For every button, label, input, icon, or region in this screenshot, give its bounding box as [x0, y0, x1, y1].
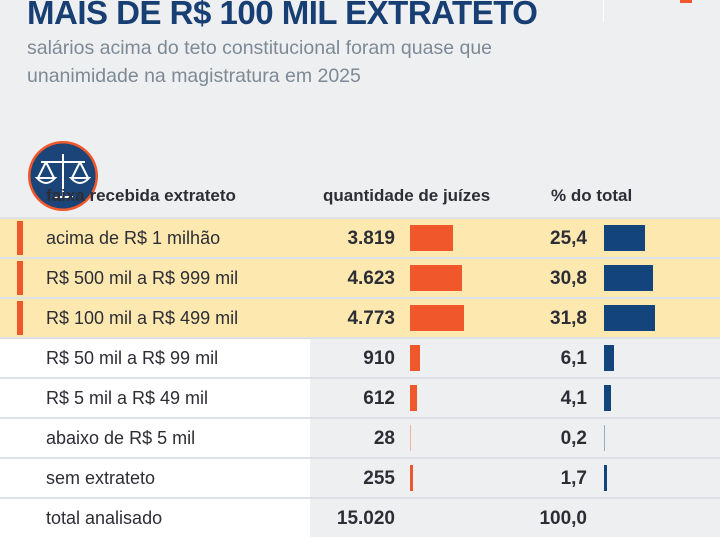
table-row: R$ 50 mil a R$ 99 mil 910 6,1: [0, 337, 720, 377]
table-row: abaixo de R$ 5 mil 28 0,2: [0, 417, 720, 457]
qty-label: 3.819: [347, 228, 395, 249]
subtitle: salários acima do teto constitucional fo…: [27, 37, 493, 87]
column-header-quantidade: quantidade de juízes: [323, 186, 491, 205]
highlight-marker: [17, 221, 23, 255]
pct-label: 6,1: [560, 348, 587, 369]
qty-bar: [410, 345, 421, 371]
pct-bar: [604, 305, 655, 331]
qty-bar: [410, 305, 464, 331]
pct-bar: [604, 225, 645, 251]
pct-label: 31,8: [550, 308, 587, 329]
pct-bar: [604, 465, 607, 491]
qty-label: 612: [363, 388, 395, 409]
highlight-marker: [17, 301, 23, 335]
brand-mark: [680, 0, 692, 3]
row-label: abaixo de R$ 5 mil: [46, 428, 196, 448]
qty-label: 255: [363, 468, 395, 489]
qty-bar: [410, 465, 413, 491]
pct-bar: [604, 425, 605, 451]
pct-label: 25,4: [550, 228, 587, 249]
pct-bar: [604, 385, 611, 411]
qty-label: 910: [363, 348, 395, 369]
row-label: sem extrateto: [46, 468, 156, 488]
pct-label: 1,7: [560, 468, 587, 489]
scales-of-justice-icon: [28, 141, 98, 211]
pct-bar: [604, 345, 614, 371]
row-label: R$ 5 mil a R$ 49 mil: [46, 388, 209, 408]
table-row: R$ 5 mil a R$ 49 mil 612 4,1: [0, 377, 720, 417]
pct-label: 4,1: [560, 388, 587, 409]
pct-label: 30,8: [550, 268, 587, 289]
row-background: [0, 339, 310, 377]
column-header-faixa: faixa recebida extrateto: [46, 186, 236, 205]
row-label: R$ 500 mil a R$ 999 mil: [46, 268, 239, 288]
total-qty: 15.020: [336, 508, 395, 529]
page-title: MAIS DE R$ 100 MIL EXTRATETO: [27, 0, 538, 31]
table-row: sem extrateto 255 1,7: [0, 457, 720, 497]
column-header-percent: % do total: [551, 186, 633, 205]
total-pct: 100,0: [539, 508, 587, 529]
pct-label: 0,2: [560, 428, 587, 449]
table-row: R$ 100 mil a R$ 499 mil 4.773 31,8: [0, 297, 720, 337]
row-label: R$ 100 mil a R$ 499 mil: [46, 308, 239, 328]
qty-label: 4.623: [347, 268, 395, 289]
total-label: total analisado: [46, 508, 163, 528]
highlight-marker: [17, 261, 23, 295]
row-background: [0, 419, 310, 457]
row-background: [0, 379, 310, 417]
row-label: R$ 50 mil a R$ 99 mil: [46, 348, 219, 368]
table-row: acima de R$ 1 milhão 3.819 25,4: [0, 217, 720, 257]
qty-bar: [410, 225, 454, 251]
table-row: R$ 500 mil a R$ 999 mil 4.623 30,8: [0, 257, 720, 297]
qty-label: 4.773: [347, 308, 395, 329]
divider: [603, 0, 604, 22]
total-row: total analisado 15.020 100,0: [0, 497, 720, 537]
row-label: acima de R$ 1 milhão: [46, 228, 221, 248]
pct-bar: [604, 265, 654, 291]
qty-bar: [410, 385, 417, 411]
qty-bar: [410, 265, 463, 291]
qty-label: 28: [373, 428, 395, 449]
qty-bar: [410, 425, 411, 451]
row-background: [0, 459, 310, 497]
